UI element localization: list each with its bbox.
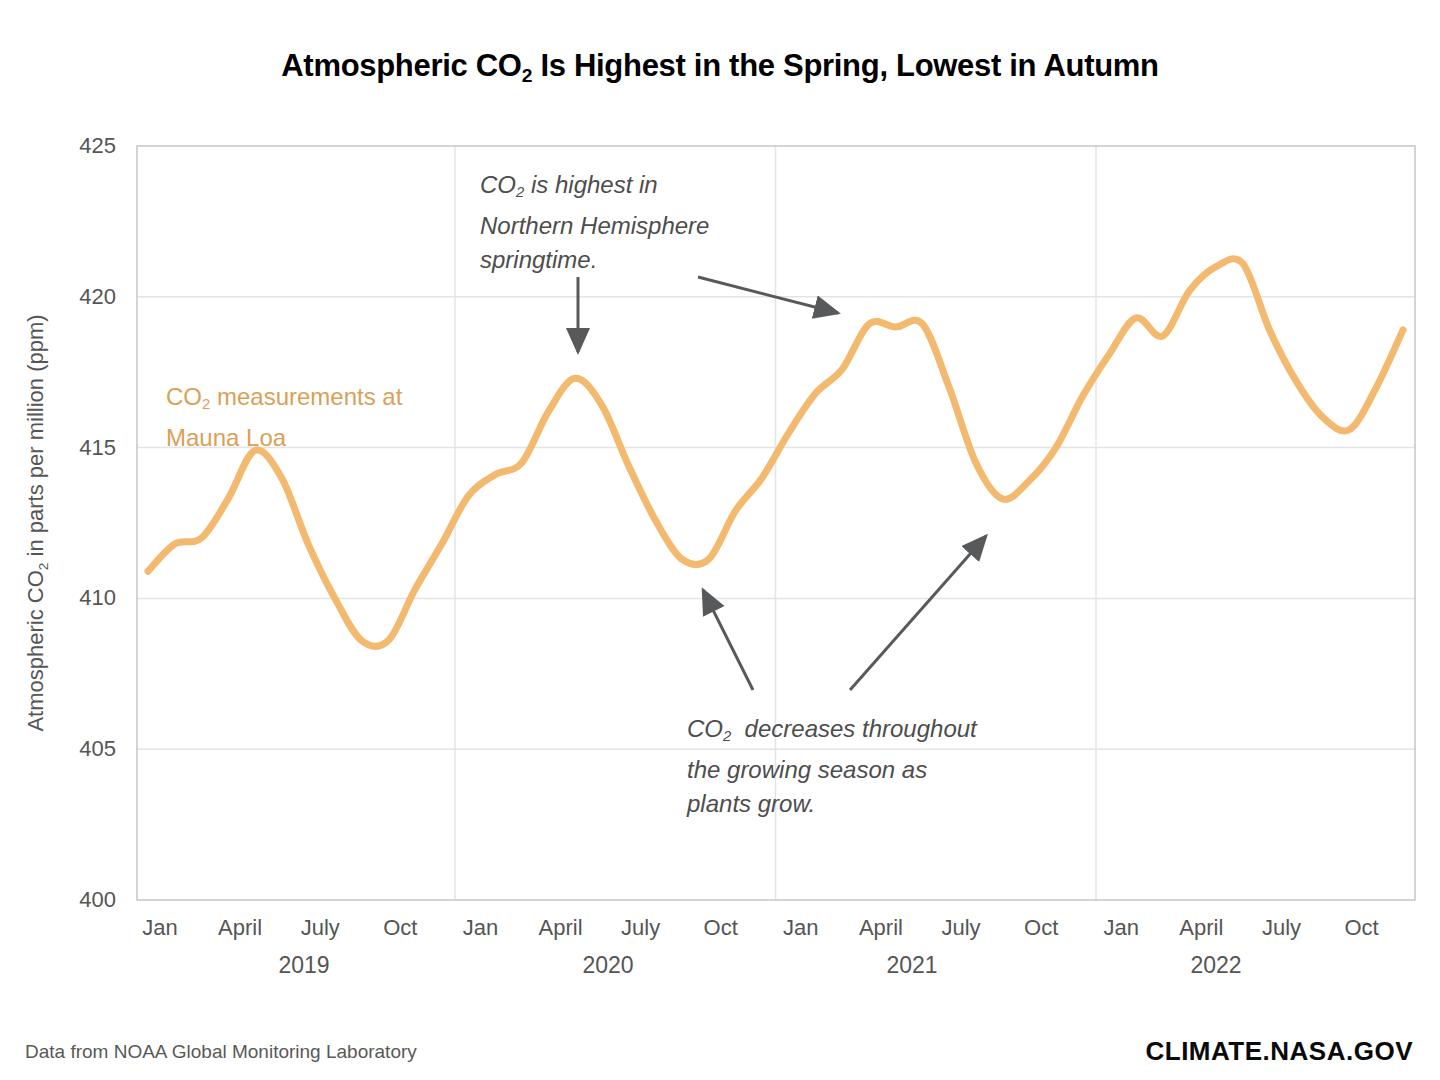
x-tick-month-label: Jan <box>115 915 205 941</box>
x-tick-month-label: Oct <box>1317 915 1407 941</box>
annotation-spring-peak: CO2 is highest in Northern Hemisphere sp… <box>480 168 709 277</box>
annotation-spring-line2: Northern Hemisphere <box>480 209 709 243</box>
annotation-growing-line3: plants grow. <box>687 787 977 821</box>
y-axis-title-text-rest: in parts per million (ppm) <box>23 314 48 562</box>
y-axis-title-subscript: 2 <box>36 563 51 571</box>
x-tick-month-label: Oct <box>996 915 1086 941</box>
x-tick-month-label: Oct <box>355 915 445 941</box>
x-tick-month-label: July <box>916 915 1006 941</box>
y-tick-label: 420 <box>58 284 116 310</box>
annotation-growing-text: CO <box>687 715 723 742</box>
climate-nasa-gov-wordmark: CLIMATE.NASA.GOV <box>1145 1036 1413 1067</box>
arrow-to-autumn-2021-trough <box>850 536 986 690</box>
x-tick-month-label: April <box>516 915 606 941</box>
x-tick-month-label: July <box>596 915 686 941</box>
x-tick-month-label: Jan <box>435 915 525 941</box>
series-label: CO2 measurements at Mauna Loa <box>166 380 402 455</box>
y-axis-title: Atmospheric CO2 in parts per million (pp… <box>23 314 50 731</box>
y-tick-label: 405 <box>58 736 116 762</box>
y-tick-label: 415 <box>58 435 116 461</box>
x-tick-month-label: April <box>836 915 926 941</box>
x-tick-month-label: April <box>1156 915 1246 941</box>
annotation-spring-text: CO <box>480 171 516 198</box>
series-label-text: CO <box>166 383 202 410</box>
x-tick-month-label: Jan <box>756 915 846 941</box>
annotation-growing-line1: CO2 decreases throughout <box>687 712 977 753</box>
annotation-growing-text-rest: decreases throughout <box>731 715 977 742</box>
arrow-to-spring-2021-peak <box>698 277 838 313</box>
x-tick-month-label: April <box>195 915 285 941</box>
x-tick-month-label: July <box>275 915 365 941</box>
chart-page: Atmospheric CO2 Is Highest in the Spring… <box>0 0 1440 1080</box>
arrow-to-autumn-2020-trough <box>703 590 753 690</box>
x-tick-year-label: 2021 <box>852 952 972 979</box>
x-tick-year-label: 2019 <box>244 952 364 979</box>
annotation-growing-line2: the growing season as <box>687 753 977 787</box>
series-label-text-rest: measurements at <box>210 383 402 410</box>
x-tick-year-label: 2022 <box>1156 952 1276 979</box>
data-source-note: Data from NOAA Global Monitoring Laborat… <box>25 1041 417 1063</box>
annotation-growing-season: CO2 decreases throughout the growing sea… <box>687 712 977 821</box>
y-tick-label: 410 <box>58 585 116 611</box>
annotation-spring-line3: springtime. <box>480 243 709 277</box>
annotation-spring-text-rest: is highest in <box>524 171 657 198</box>
x-tick-month-label: Jan <box>1076 915 1166 941</box>
series-label-line1: CO2 measurements at <box>166 380 402 421</box>
y-axis-title-text: Atmospheric CO <box>23 570 48 731</box>
annotation-spring-line1: CO2 is highest in <box>480 168 709 209</box>
series-label-line2: Mauna Loa <box>166 421 402 455</box>
y-tick-label: 425 <box>58 133 116 159</box>
x-tick-month-label: July <box>1236 915 1326 941</box>
x-tick-month-label: Oct <box>676 915 766 941</box>
x-tick-year-label: 2020 <box>548 952 668 979</box>
y-tick-label: 400 <box>58 887 116 913</box>
